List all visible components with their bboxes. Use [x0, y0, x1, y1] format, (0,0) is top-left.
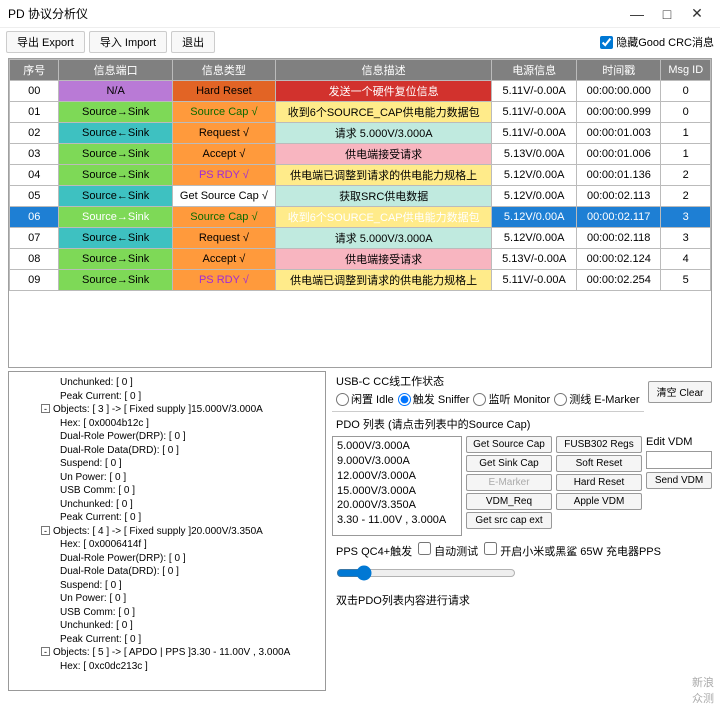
pdo-list-item[interactable]: 12.000V/3.000A: [337, 469, 457, 484]
table-row[interactable]: 04Source→SinkPS RDY √供电端已调整到请求的供电能力规格上5.…: [10, 165, 711, 186]
tree-node[interactable]: Peak Current: [ 0 ]: [15, 511, 319, 525]
table-row[interactable]: 01Source→SinkSource Cap √收到6个SOURCE_CAP供…: [10, 102, 711, 123]
table-row[interactable]: 06Source→SinkSource Cap √收到6个SOURCE_CAP供…: [10, 207, 711, 228]
tree-node[interactable]: Peak Current: [ 0 ]: [15, 633, 319, 647]
tree-node[interactable]: -Objects: [ 5 ] -> [ APDO | PPS ]3.30 - …: [15, 646, 319, 660]
fusb302-regs-button[interactable]: FUSB302 Regs: [556, 436, 642, 453]
cc-state-section: USB-C CC线工作状态 闲置 Idle 触发 Sniffer 监听 Moni…: [332, 371, 644, 412]
maximize-icon[interactable]: □: [652, 6, 682, 22]
pdo-dblclick-hint: 双击PDO列表内容进行请求: [332, 588, 712, 612]
titlebar: PD 协议分析仪 — □ ✕: [0, 0, 720, 28]
table-row[interactable]: 09Source→SinkPS RDY √供电端已调整到请求的供电能力规格上5.…: [10, 270, 711, 291]
tree-node[interactable]: Dual-Role Power(DRP): [ 0 ]: [15, 430, 319, 444]
hide-crc-checkbox[interactable]: 隐藏Good CRC消息: [600, 34, 714, 50]
get-source-cap-button[interactable]: Get Source Cap: [466, 436, 552, 453]
tree-node[interactable]: USB Comm: [ 0 ]: [15, 606, 319, 620]
radio-monitor[interactable]: 监听 Monitor: [473, 391, 550, 407]
get-src-cap-ext-button[interactable]: Get src cap ext: [466, 512, 552, 529]
minimize-icon[interactable]: —: [622, 6, 652, 22]
table-row[interactable]: 05Source←SinkGet Source Cap √获取SRC供电数据5.…: [10, 186, 711, 207]
hard-reset-button[interactable]: Hard Reset: [556, 474, 642, 491]
tree-node[interactable]: Unchunked: [ 0 ]: [15, 619, 319, 633]
tree-node[interactable]: USB Comm: [ 0 ]: [15, 484, 319, 498]
radio-idle[interactable]: 闲置 Idle: [336, 391, 394, 407]
pps-xiaomi-checkbox[interactable]: 开启小米或黑鲨 65W 充电器PPS: [484, 542, 661, 559]
tree-node[interactable]: Unchunked: [ 0 ]: [15, 498, 319, 512]
watermark: 新浪众测: [692, 674, 714, 706]
tree-node[interactable]: Dual-Role Data(DRD): [ 0 ]: [15, 444, 319, 458]
tree-node[interactable]: Suspend: [ 0 ]: [15, 457, 319, 471]
tree-node[interactable]: Suspend: [ 0 ]: [15, 579, 319, 593]
table-header-row: 序号 信息端口 信息类型 信息描述 电源信息 时间戳 Msg ID: [10, 60, 711, 81]
hide-crc-input[interactable]: [600, 36, 613, 49]
clear-button[interactable]: 清空 Clear: [648, 381, 712, 403]
table-row[interactable]: 03Source→SinkAccept √供电端接受请求5.13V/0.00A0…: [10, 144, 711, 165]
tree-node[interactable]: Unchunked: [ 0 ]: [15, 376, 319, 390]
tree-node[interactable]: Hex: [ 0x0006414f ]: [15, 538, 319, 552]
table-row[interactable]: 02Source←SinkRequest √请求 5.000V/3.000A5.…: [10, 123, 711, 144]
radio-sniffer[interactable]: 触发 Sniffer: [398, 391, 470, 407]
table-row[interactable]: 08Source→SinkAccept √供电端接受请求5.13V/-0.00A…: [10, 249, 711, 270]
tree-node[interactable]: -Objects: [ 3 ] -> [ Fixed supply ]15.00…: [15, 403, 319, 417]
pps-label: PPS QC4+触发: [336, 543, 412, 559]
pdo-list-item[interactable]: 5.000V/3.000A: [337, 439, 457, 454]
pps-auto-checkbox[interactable]: 自动测试: [418, 542, 478, 559]
edit-vdm-input[interactable]: [646, 451, 712, 469]
tree-node[interactable]: Peak Current: [ 0 ]: [15, 390, 319, 404]
pdo-list-title: PDO 列表 (请点击列表中的Source Cap): [332, 416, 712, 432]
e-marker-button[interactable]: E-Marker: [466, 474, 552, 491]
tree-node[interactable]: -Objects: [ 4 ] -> [ Fixed supply ]20.00…: [15, 525, 319, 539]
close-icon[interactable]: ✕: [682, 5, 712, 22]
pdo-list-item[interactable]: 9.000V/3.000A: [337, 454, 457, 469]
pdo-list-item[interactable]: 3.30 - 11.00V , 3.000A: [337, 513, 457, 528]
window-title: PD 协议分析仪: [8, 5, 622, 22]
tree-node[interactable]: Dual-Role Power(DRP): [ 0 ]: [15, 552, 319, 566]
tree-node[interactable]: Hex: [ 0x0004b12c ]: [15, 417, 319, 431]
tree-node[interactable]: Hex: [ 0xc0dc213c ]: [15, 660, 319, 674]
edit-vdm-label: Edit VDM: [646, 436, 712, 448]
toolbar: 导出 Export 导入 Import 退出 隐藏Good CRC消息: [0, 28, 720, 56]
vdm-req-button[interactable]: VDM_Req: [466, 493, 552, 510]
get-sink-cap-button[interactable]: Get Sink Cap: [466, 455, 552, 472]
radio-emarker[interactable]: 测线 E-Marker: [554, 391, 639, 407]
send-vdm-button[interactable]: Send VDM: [646, 472, 712, 489]
import-button[interactable]: 导入 Import: [89, 31, 167, 53]
apple-vdm-button[interactable]: Apple VDM: [556, 493, 642, 510]
export-button[interactable]: 导出 Export: [6, 31, 85, 53]
table-row[interactable]: 00N/AHard Reset发送一个硬件复位信息5.11V/-0.00A00:…: [10, 81, 711, 102]
pdo-list-item[interactable]: 15.000V/3.000A: [337, 484, 457, 499]
pdo-list-item[interactable]: 20.000V/3.350A: [337, 498, 457, 513]
message-table: 序号 信息端口 信息类型 信息描述 电源信息 时间戳 Msg ID 00N/AH…: [8, 58, 712, 368]
exit-button[interactable]: 退出: [171, 31, 215, 53]
soft-reset-button[interactable]: Soft Reset: [556, 455, 642, 472]
tree-node[interactable]: Un Power: [ 0 ]: [15, 592, 319, 606]
pps-slider[interactable]: [336, 565, 516, 581]
tree-node[interactable]: Dual-Role Data(DRD): [ 0 ]: [15, 565, 319, 579]
pdo-listbox[interactable]: 5.000V/3.000A9.000V/3.000A12.000V/3.000A…: [332, 436, 462, 536]
tree-node[interactable]: Un Power: [ 0 ]: [15, 471, 319, 485]
table-row[interactable]: 07Source←SinkRequest √请求 5.000V/3.000A5.…: [10, 228, 711, 249]
pdo-tree[interactable]: Unchunked: [ 0 ]Peak Current: [ 0 ]-Obje…: [8, 371, 326, 691]
